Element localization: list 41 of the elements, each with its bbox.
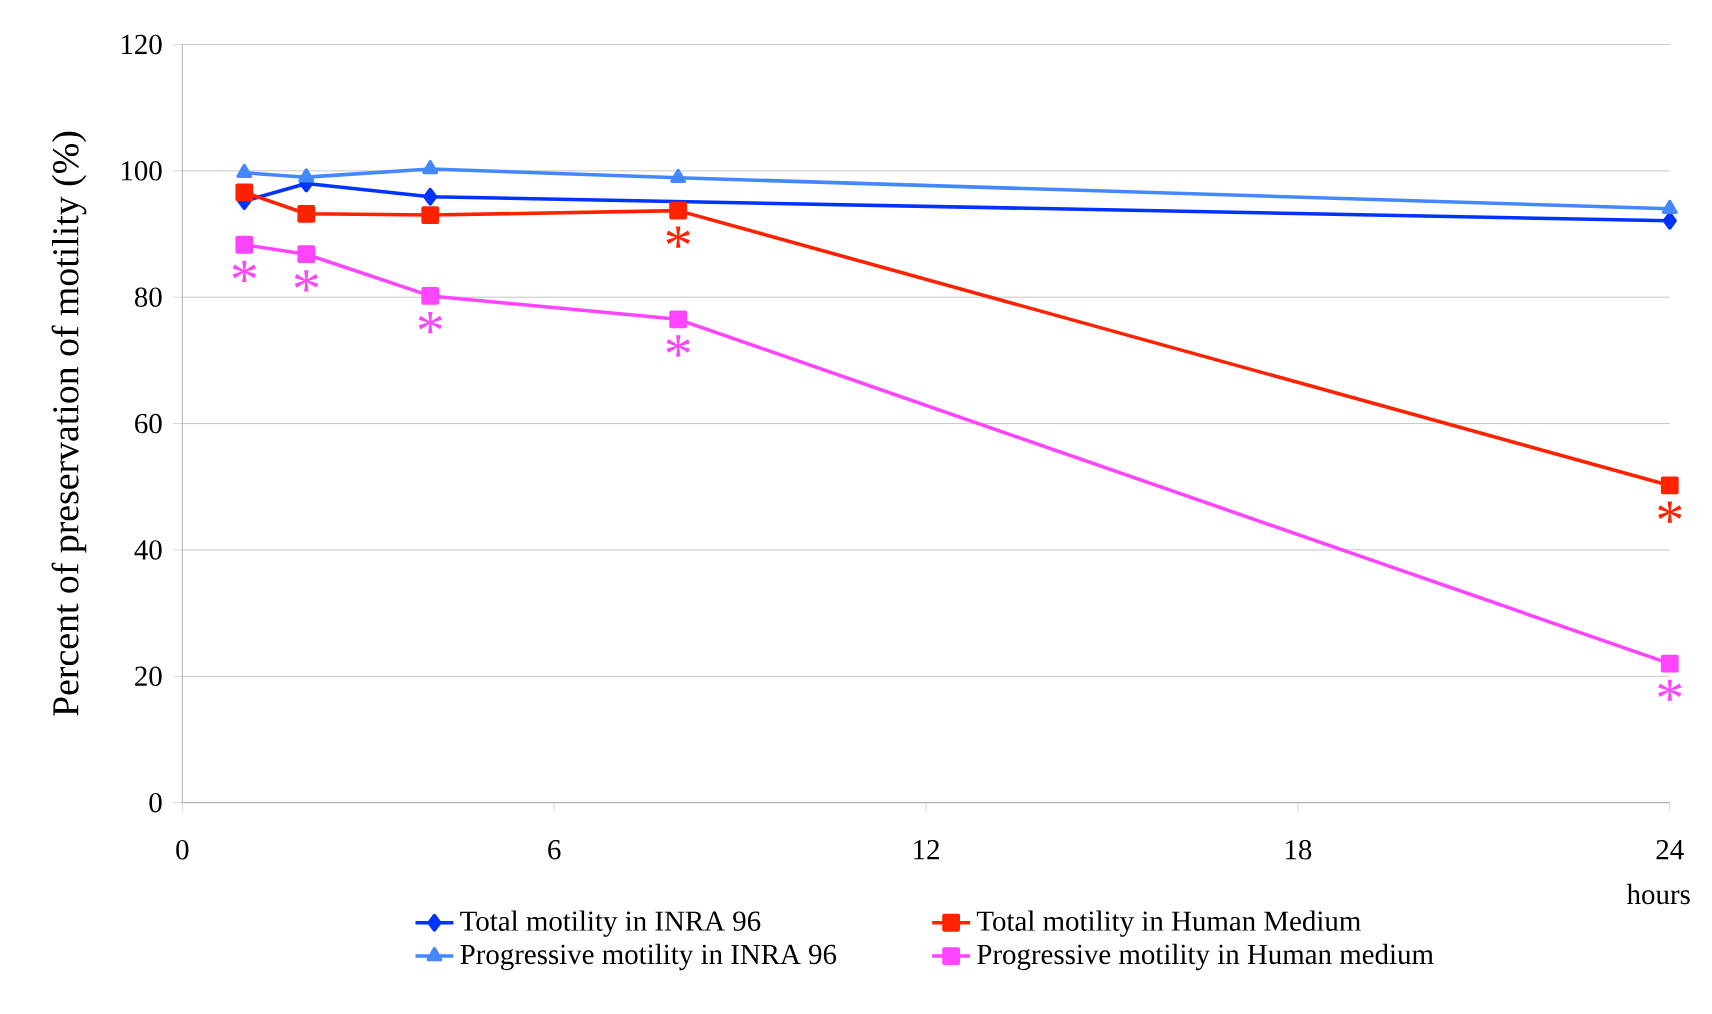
y-tick-label: 60 — [135, 413, 162, 434]
y-tick-label: 0 — [149, 792, 162, 813]
legend-label: Total motility in Human Medium — [976, 910, 1361, 937]
point — [297, 245, 316, 264]
x-tick-label: 24 — [1656, 840, 1684, 860]
legend-label: Progressive motility in INRA 96 — [460, 943, 837, 971]
point — [670, 168, 687, 184]
y-tick-label: 100 — [121, 161, 162, 181]
y-tick-label: 40 — [134, 540, 162, 560]
x-tick-label: 0 — [176, 840, 189, 860]
point — [421, 287, 440, 305]
point — [669, 310, 688, 329]
point — [298, 168, 315, 183]
x-tick-label: 18 — [1286, 840, 1312, 860]
point — [236, 163, 253, 179]
y-tick-label: 120 — [121, 34, 162, 55]
annotation: * — [1658, 679, 1682, 701]
x-tick-label: 6 — [548, 840, 561, 860]
x-axis-title: hours — [1626, 883, 1690, 905]
y-tick-label: 20 — [135, 666, 162, 687]
point — [1660, 476, 1679, 495]
annotation: * — [666, 226, 690, 248]
point — [669, 201, 688, 220]
point — [423, 187, 438, 206]
point — [1660, 654, 1679, 673]
point — [235, 183, 254, 202]
point — [421, 206, 440, 225]
point — [297, 204, 316, 223]
point — [1661, 199, 1678, 215]
annotation: * — [1658, 501, 1682, 523]
legend-label: Total motility in INRA 96 — [460, 910, 761, 937]
annotation: * — [294, 270, 318, 292]
annotation: * — [418, 311, 442, 334]
y-tick-label: 80 — [134, 287, 162, 307]
x-tick-label: 12 — [914, 840, 939, 860]
point — [235, 235, 254, 254]
point — [422, 160, 439, 175]
annotation: * — [666, 335, 690, 357]
legend-label: Progressive motility in Human medium — [977, 943, 1434, 971]
y-axis-title: Percent of preservation of motility (%) — [51, 131, 87, 716]
annotation: * — [232, 260, 256, 283]
